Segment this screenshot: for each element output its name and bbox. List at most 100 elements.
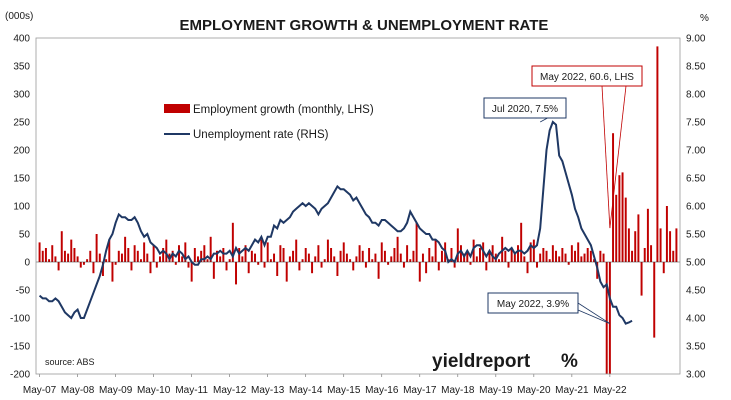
employment-bar <box>333 256 336 262</box>
x-tick-label: May-16 <box>365 385 399 396</box>
employment-bar <box>501 236 504 262</box>
employment-bar <box>608 262 611 374</box>
brand-percent-icon: % <box>561 351 578 372</box>
employment-bar <box>456 228 459 262</box>
employment-bar <box>222 248 225 262</box>
employment-bar <box>618 175 621 262</box>
employment-bar <box>450 248 453 262</box>
legend: Employment growth (monthly, LHS) Unemplo… <box>164 104 374 141</box>
legend-bar-label: Employment growth (monthly, LHS) <box>193 104 374 116</box>
employment-bar <box>631 250 634 262</box>
x-tick-label: May-20 <box>517 385 551 396</box>
employment-bar <box>269 259 272 262</box>
left-tick-label: 150 <box>13 174 30 185</box>
employment-bar <box>235 262 238 285</box>
annotation-jul2020-rate: Jul 2020, 7.5% <box>492 104 558 115</box>
employment-bar <box>317 245 320 262</box>
x-tick-label: May-11 <box>175 385 208 396</box>
x-tick-label: May-18 <box>441 385 475 396</box>
employment-bar <box>434 239 437 262</box>
annotation-may2022-rate: May 2022, 3.9% <box>497 299 569 310</box>
employment-bar <box>491 245 494 262</box>
employment-bar <box>555 250 558 262</box>
left-axis-unit: (000s) <box>5 11 33 22</box>
employment-bar <box>98 253 101 262</box>
employment-bar <box>371 259 374 262</box>
employment-bar <box>263 262 266 268</box>
employment-bar <box>589 250 592 262</box>
employment-bar <box>469 262 472 265</box>
right-tick-label: 8.50 <box>686 62 706 73</box>
employment-bar <box>70 239 73 262</box>
employment-bar <box>139 259 142 262</box>
employment-bar <box>158 256 161 262</box>
chart-title: EMPLOYMENT GROWTH & UNEMPLOYMENT RATE <box>180 17 549 34</box>
employment-bar <box>418 262 421 282</box>
employment-bar <box>421 253 424 262</box>
employment-bar <box>355 256 358 262</box>
employment-bar <box>551 245 554 262</box>
employment-bar <box>593 259 596 262</box>
employment-bar <box>523 256 526 262</box>
right-tick-label: 6.50 <box>686 174 706 185</box>
employment-bar <box>60 231 63 262</box>
annotation-box <box>487 292 579 314</box>
employment-bar <box>288 256 291 262</box>
employment-bar <box>428 248 431 262</box>
annotations: May 2022, 60.6, LHS Jul 2020, 7.5% May 2… <box>483 65 643 324</box>
employment-bar <box>459 245 462 262</box>
employment-bar <box>602 253 605 262</box>
employment-bar <box>162 248 165 262</box>
employment-bar <box>216 250 218 262</box>
employment-bar <box>127 248 130 262</box>
employment-bar <box>539 253 542 262</box>
unemployment-line <box>38 120 633 325</box>
employment-bar <box>507 262 510 268</box>
employment-bar <box>254 253 257 262</box>
annotation-may2022-employment: May 2022, 60.6, LHS <box>540 72 634 83</box>
employment-bar <box>285 262 288 282</box>
employment-bar <box>425 262 428 274</box>
employment-bar <box>478 248 481 262</box>
annotation-leader <box>609 85 627 229</box>
left-tick-label: -50 <box>16 286 31 297</box>
employment-bar <box>200 250 203 262</box>
left-tick-label: 0 <box>24 258 30 269</box>
employment-bar <box>431 256 434 262</box>
x-tick-label: May-21 <box>555 385 589 396</box>
right-tick-label: 4.50 <box>686 286 706 297</box>
left-tick-label: 250 <box>13 118 30 129</box>
employment-bar <box>323 259 326 262</box>
left-tick-label: 50 <box>19 230 31 241</box>
employment-bar <box>485 262 488 271</box>
employment-bar <box>238 248 241 262</box>
employment-bar <box>358 245 361 262</box>
employment-bar <box>349 259 352 262</box>
employment-bar <box>640 262 643 296</box>
employment-bar <box>250 250 253 262</box>
employment-bar <box>86 259 89 262</box>
employment-bar <box>44 248 47 262</box>
employment-bar <box>257 262 260 265</box>
employment-bar <box>101 262 104 276</box>
left-tick-label: 200 <box>13 146 30 157</box>
brand-name: yieldreport <box>432 351 531 372</box>
employment-bar <box>184 242 187 262</box>
employment-bar <box>51 245 54 262</box>
employment-bar <box>190 262 193 282</box>
employment-bar <box>326 239 329 262</box>
employment-bar <box>399 253 402 262</box>
employment-bar <box>466 250 469 262</box>
employment-bar <box>124 236 127 262</box>
employment-bar <box>95 234 98 262</box>
employment-bar <box>266 242 269 262</box>
employment-bar <box>320 262 323 268</box>
left-tick-label: 300 <box>13 90 30 101</box>
employment-bar <box>396 236 399 262</box>
employment-bar <box>152 245 155 262</box>
employment-bar <box>301 259 304 262</box>
x-tick-label: May-22 <box>593 385 627 396</box>
employment-bar <box>615 194 618 262</box>
right-axis-ticks: 3.00 3.50 4.00 4.50 5.00 5.50 6.00 6.50 7.00 7.50… <box>686 34 706 381</box>
employment-bar <box>520 222 523 262</box>
